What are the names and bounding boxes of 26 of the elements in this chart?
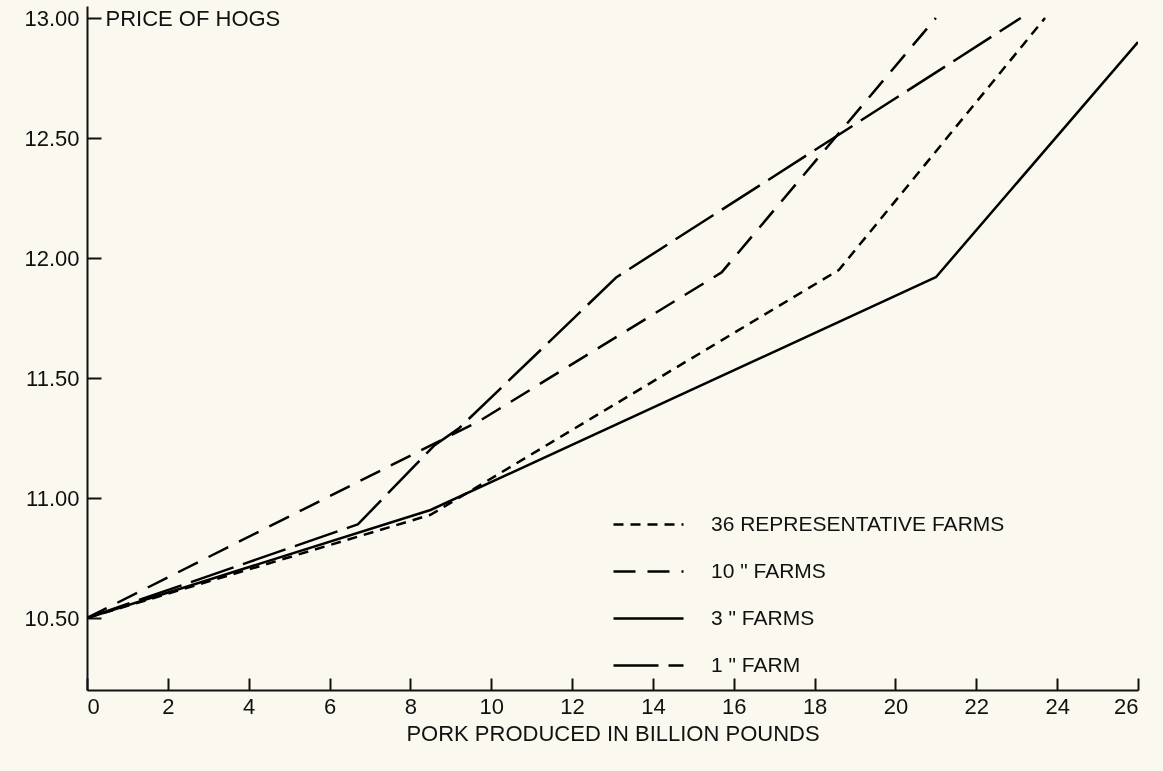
x-tick-label: 20 — [883, 693, 909, 719]
legend-label: 36 REPRESENTATIVE FARMS — [711, 511, 1005, 535]
x-tick-label: 26 — [1114, 693, 1139, 719]
y-tick-label: 13.00 — [24, 5, 80, 31]
x-tick-label: 22 — [964, 693, 990, 719]
y-tick-label: 11.00 — [26, 485, 80, 511]
y-tick-label: 11.50 — [26, 365, 80, 391]
x-tick-label: 0 — [87, 693, 100, 719]
x-tick-label: 8 — [404, 693, 418, 719]
x-tick-label: 24 — [1045, 693, 1070, 719]
x-axis-title: PORK PRODUCED IN BILLION POUNDS — [406, 720, 820, 746]
x-tick-label: 10 — [479, 693, 504, 719]
x-tick-label: 18 — [802, 693, 828, 719]
legend-label: 3 " FARMS — [711, 605, 815, 629]
legend-label: 1 " FARM — [711, 652, 801, 676]
x-tick-label: 16 — [722, 693, 747, 719]
x-tick-label: 6 — [323, 693, 337, 719]
x-tick-label: 4 — [243, 693, 256, 719]
legend-label: 10 " FARMS — [711, 558, 826, 582]
y-tick-label: 12.00 — [24, 245, 80, 271]
y-tick-label: 12.50 — [24, 125, 80, 151]
x-tick-label: 12 — [560, 693, 585, 719]
x-tick-label: 2 — [162, 693, 175, 719]
y-axis-title: PRICE OF HOGS — [105, 5, 281, 31]
y-tick-label: 10.50 — [24, 605, 80, 631]
x-tick-label: 14 — [641, 693, 666, 719]
